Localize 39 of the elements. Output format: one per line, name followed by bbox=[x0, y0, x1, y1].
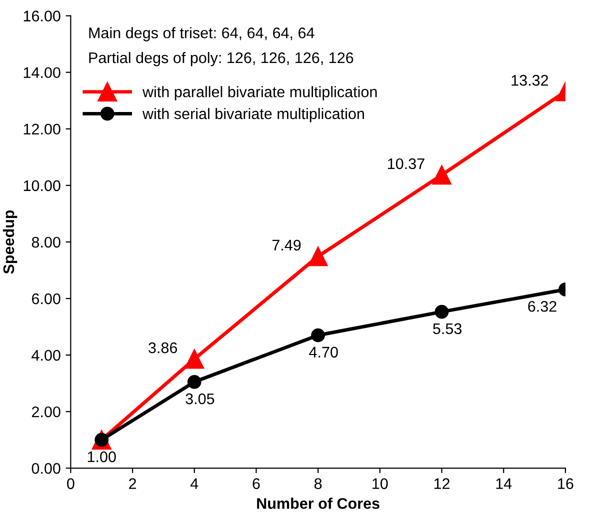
y-tick-label: 4.00 bbox=[32, 350, 60, 361]
data-label: 4.70 bbox=[309, 346, 338, 358]
legend-label: with serial bivariate multiplication bbox=[142, 108, 364, 122]
point bbox=[432, 165, 452, 185]
data-label: 10.37 bbox=[388, 158, 424, 170]
y-tick-label: 8.00 bbox=[32, 236, 60, 248]
y-tick-label: 14.00 bbox=[24, 67, 60, 78]
data-label: 3.05 bbox=[186, 393, 214, 404]
data-label: 3.86 bbox=[148, 342, 178, 354]
data-label: 7.49 bbox=[272, 240, 301, 251]
annotation: Main degs of triset: 64, 64, 64, 64 bbox=[89, 27, 314, 42]
x-tick-label: 10 bbox=[372, 478, 388, 490]
x-tick-label: 12 bbox=[434, 478, 450, 489]
x-tick-label: 8 bbox=[314, 478, 322, 490]
y-tick-label: 0.00 bbox=[32, 463, 60, 474]
x-tick-label: 6 bbox=[252, 478, 260, 490]
y-tick-label: 10.00 bbox=[24, 180, 60, 192]
y-tick-label: 2.00 bbox=[32, 406, 60, 418]
x-tick-label: 0 bbox=[67, 478, 74, 490]
x-tick-label: 14 bbox=[496, 478, 512, 489]
x-axis-title: Number of Cores bbox=[257, 498, 380, 509]
y-tick-label: 12.00 bbox=[24, 124, 60, 135]
x-tick-label: 2 bbox=[129, 478, 136, 489]
y-tick-label: 6.00 bbox=[32, 293, 60, 304]
data-label: 13.32 bbox=[512, 74, 548, 86]
legend-label: with parallel bivariate multiplication bbox=[142, 86, 377, 100]
y-tick-label: 16.00 bbox=[24, 10, 60, 22]
point bbox=[311, 328, 326, 342]
data-label: 5.53 bbox=[433, 323, 462, 334]
x-tick-label: 4 bbox=[190, 478, 198, 489]
annotation: Partial degs of poly: 126, 126, 126, 126 bbox=[89, 52, 354, 66]
x-tick-label: 16 bbox=[558, 478, 574, 490]
data-label: 1.00 bbox=[88, 451, 116, 462]
point bbox=[308, 246, 328, 266]
point bbox=[184, 349, 204, 369]
point bbox=[434, 304, 449, 319]
y-axis-title: Speedup bbox=[2, 210, 18, 274]
data-label: 6.32 bbox=[528, 300, 556, 312]
point bbox=[187, 374, 202, 389]
